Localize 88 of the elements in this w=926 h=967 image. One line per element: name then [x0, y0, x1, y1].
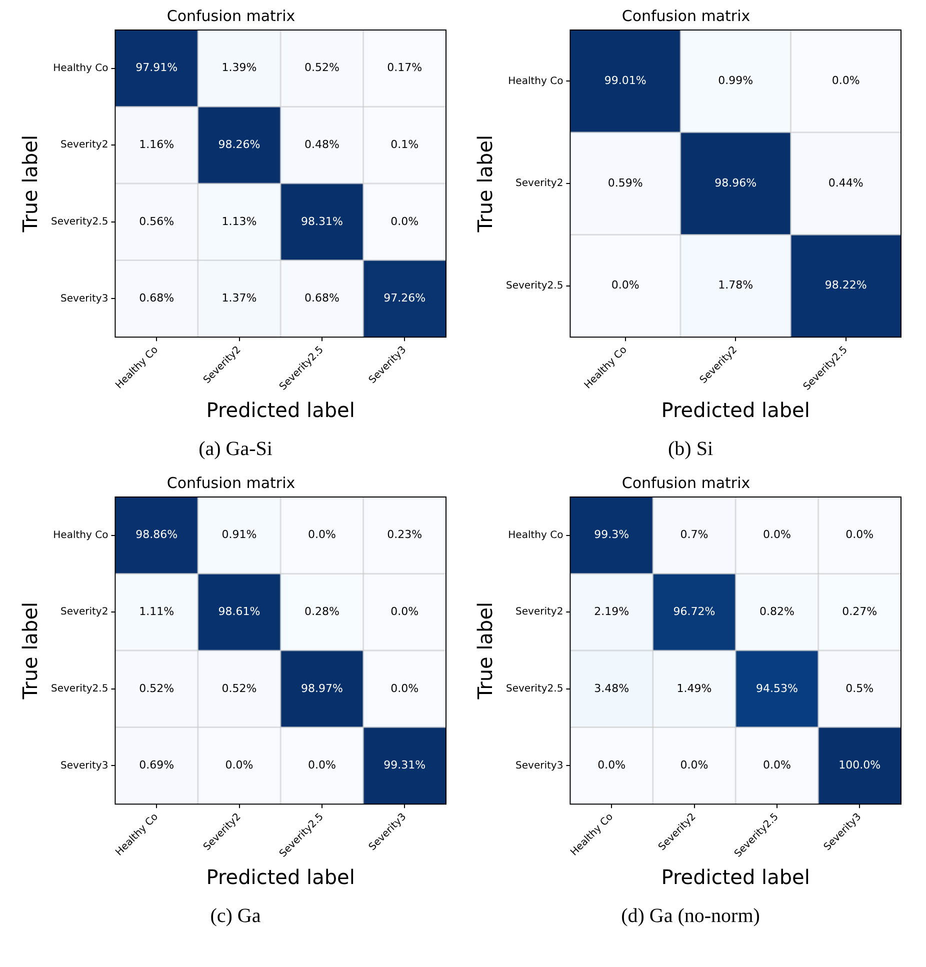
- data-label: 1.78%: [718, 278, 753, 292]
- chart-title: Confusion matrix: [621, 6, 750, 25]
- data-label: 0.27%: [842, 605, 877, 618]
- data-label: 0.56%: [138, 214, 174, 228]
- data-label: 98.61%: [218, 605, 260, 618]
- data-label: 0.82%: [758, 605, 794, 618]
- data-label: 1.16%: [138, 138, 174, 152]
- data-label: 0.0%: [680, 758, 708, 772]
- data-label: 0.0%: [597, 758, 626, 772]
- data-label: 1.11%: [138, 605, 174, 618]
- data-label: 0.91%: [221, 528, 256, 542]
- data-label: 98.31%: [300, 214, 342, 228]
- x-axis-title: Predicted label: [660, 398, 810, 422]
- data-label: 0.52%: [138, 682, 174, 695]
- data-label: 97.91%: [135, 61, 178, 74]
- y-tick-label: Severity2: [515, 178, 563, 190]
- y-axis-title: True label: [18, 602, 42, 700]
- y-tick-label: Healthy Co: [52, 530, 108, 541]
- chart-title: Confusion matrix: [166, 474, 295, 492]
- data-label: 98.26%: [218, 138, 260, 152]
- y-tick-label: Severity2.5: [50, 216, 108, 228]
- data-label: 99.01%: [604, 74, 646, 88]
- data-label: 98.22%: [824, 278, 866, 292]
- data-label: 0.69%: [138, 758, 174, 772]
- data-label: 0.7%: [680, 528, 708, 542]
- y-tick-label: Severity2.5: [506, 280, 563, 292]
- x-axis-title: Predicted label: [660, 865, 810, 890]
- y-tick-label: Severity2.5: [506, 684, 563, 695]
- data-label: 0.17%: [386, 61, 422, 74]
- data-label: 98.97%: [300, 682, 342, 695]
- y-tick-label: Severity2.5: [50, 684, 108, 695]
- data-label: 0.99%: [718, 74, 753, 88]
- y-axis-title: True label: [472, 134, 497, 234]
- data-label: 1.49%: [676, 682, 712, 695]
- data-label: 0.0%: [762, 528, 790, 542]
- text: (c) Ga: [210, 905, 261, 928]
- text: (a) Ga-Si: [198, 438, 272, 461]
- data-label: 0.52%: [304, 61, 339, 74]
- data-label: 96.72%: [672, 605, 715, 618]
- y-axis-title: True label: [472, 602, 497, 700]
- data-label: 0.0%: [845, 528, 874, 542]
- y-axis-title: True label: [18, 134, 42, 234]
- data-label: 0.0%: [224, 758, 253, 772]
- data-label: 0.23%: [386, 528, 422, 542]
- data-label: 1.13%: [221, 214, 256, 228]
- data-label: 0.0%: [390, 214, 418, 228]
- data-label: 0.0%: [307, 528, 336, 542]
- data-label: 0.0%: [610, 278, 639, 292]
- data-label: 0.0%: [831, 74, 860, 88]
- data-label: 98.96%: [714, 176, 756, 190]
- data-label: 100.0%: [838, 758, 880, 772]
- data-label: 0.68%: [304, 292, 339, 305]
- data-label: 94.53%: [755, 682, 798, 695]
- data-label: 0.28%: [304, 605, 339, 618]
- chart-title: Confusion matrix: [621, 474, 750, 492]
- y-tick-label: Severity2: [515, 606, 563, 618]
- y-tick-label: Severity3: [515, 760, 563, 772]
- data-label: 98.86%: [135, 528, 178, 542]
- data-label: 99.3%: [594, 528, 629, 542]
- text: (b) Si: [668, 438, 713, 461]
- y-tick-label: Healthy Co: [52, 62, 108, 74]
- data-label: 0.68%: [138, 292, 174, 305]
- data-label: 2.19%: [594, 605, 629, 618]
- x-axis-title: Predicted label: [206, 398, 354, 422]
- x-axis-title: Predicted label: [206, 865, 354, 890]
- data-label: 0.5%: [845, 682, 874, 695]
- y-tick-label: Healthy Co: [508, 76, 563, 87]
- data-label: 0.0%: [762, 758, 790, 772]
- y-tick-label: Severity2: [60, 606, 108, 618]
- y-tick-label: Severity2: [60, 140, 108, 151]
- data-label: 97.26%: [383, 292, 426, 305]
- data-label: 0.59%: [607, 176, 642, 190]
- data-label: 0.0%: [390, 605, 418, 618]
- text: (d) Ga (no-norm): [621, 905, 760, 928]
- data-label: 0.0%: [390, 682, 418, 695]
- data-label: 3.48%: [594, 682, 629, 695]
- chart-title: Confusion matrix: [166, 6, 295, 25]
- y-tick-label: Severity3: [60, 293, 108, 304]
- y-tick-label: Healthy Co: [508, 530, 563, 541]
- data-label: 1.37%: [221, 292, 256, 305]
- y-tick-label: Severity3: [60, 760, 108, 772]
- data-label: 0.44%: [828, 176, 863, 190]
- data-label: 99.31%: [383, 758, 426, 772]
- data-label: 0.52%: [221, 682, 256, 695]
- data-label: 1.39%: [221, 61, 256, 74]
- data-label: 0.1%: [390, 138, 418, 152]
- data-label: 0.48%: [304, 138, 339, 152]
- data-label: 0.0%: [307, 758, 336, 772]
